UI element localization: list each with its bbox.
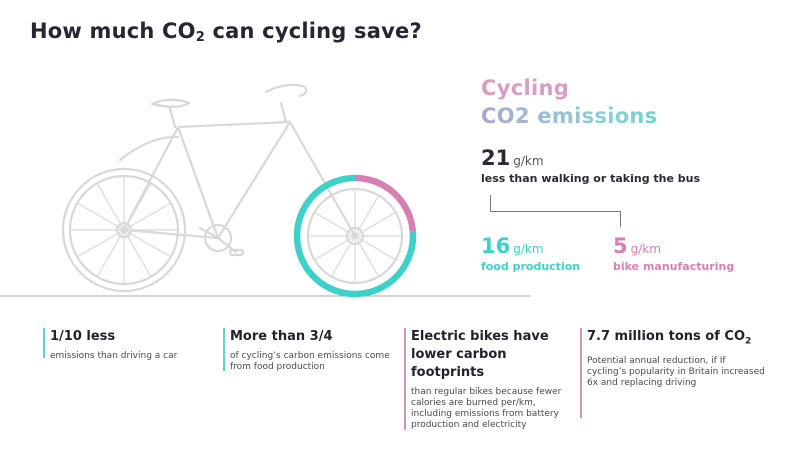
fact-car-comparison: 1/10 less emissions than driving a car bbox=[43, 328, 210, 362]
rear-triangle bbox=[122, 125, 220, 240]
food-unit: g/km bbox=[513, 242, 544, 256]
food-value: 16 bbox=[481, 234, 511, 258]
fact-description: emissions than driving a car bbox=[50, 351, 178, 361]
bracket-left bbox=[490, 195, 491, 211]
bracket-right bbox=[620, 211, 621, 227]
front-fork bbox=[288, 120, 357, 238]
chainring bbox=[203, 223, 233, 253]
heading-line-2: CO2 emissions bbox=[481, 104, 658, 128]
fact-description: than regular bikes because fewer calorie… bbox=[411, 387, 562, 430]
fact-title: 1/10 less bbox=[50, 329, 116, 344]
fact-food-share: More than 3/4 of cycling’s carbon emissi… bbox=[223, 328, 395, 373]
fact-electric-bikes: Electric bikes have lower carbon footpri… bbox=[404, 328, 571, 431]
fact-description: Potential annual reduction, if If cyclin… bbox=[587, 355, 765, 388]
fact-description: of cycling’s carbon emissions come from … bbox=[230, 351, 390, 372]
bracket-bar bbox=[490, 211, 620, 212]
main-frame bbox=[176, 120, 292, 240]
total-value: 21 bbox=[481, 146, 511, 170]
fact-title-text: 7.7 million tons of CO bbox=[587, 329, 746, 344]
saddle bbox=[150, 98, 191, 108]
title-text: How much CO bbox=[30, 19, 196, 43]
fact-accent-bar bbox=[404, 328, 406, 430]
manufacturing-unit: g/km bbox=[630, 242, 661, 256]
fact-annual-reduction: 7.7 million tons of CO2 Potential annual… bbox=[580, 328, 767, 418]
ring-segment-bike-manufacturing bbox=[354, 174, 417, 232]
total-unit: g/km bbox=[513, 154, 544, 168]
bike-manufacturing-stat: 5 g/km bike manufacturing bbox=[613, 234, 734, 273]
heading-line-1: Cycling bbox=[481, 76, 570, 100]
food-production-stat: 16 g/km food production bbox=[481, 234, 580, 273]
fact-title-subscript: 2 bbox=[745, 336, 752, 347]
fact-accent-bar bbox=[580, 328, 582, 418]
fact-title: 7.7 million tons of CO2 bbox=[587, 328, 767, 351]
fact-accent-bar bbox=[43, 328, 45, 358]
ring-segment-food-production bbox=[293, 174, 417, 298]
handlebar bbox=[264, 83, 308, 98]
page-title: How much CO2 can cycling save? bbox=[30, 19, 422, 45]
food-label: food production bbox=[481, 260, 581, 273]
manufacturing-label: bike manufacturing bbox=[613, 260, 735, 273]
total-label: less than walking or taking the bus bbox=[481, 172, 701, 185]
fact-title: Electric bikes have lower carbon footpri… bbox=[411, 329, 549, 380]
fact-title: More than 3/4 bbox=[230, 329, 333, 344]
fact-accent-bar bbox=[223, 328, 225, 371]
manufacturing-value: 5 bbox=[613, 234, 628, 258]
section-heading: Cycling CO2 emissions bbox=[481, 74, 657, 130]
rear-tire bbox=[61, 167, 187, 293]
total-emissions: 21 g/km less than walking or taking the b… bbox=[481, 146, 700, 185]
title-subscript: 2 bbox=[195, 30, 205, 45]
title-suffix: can cycling save? bbox=[204, 19, 422, 43]
emissions-ring bbox=[293, 174, 417, 298]
